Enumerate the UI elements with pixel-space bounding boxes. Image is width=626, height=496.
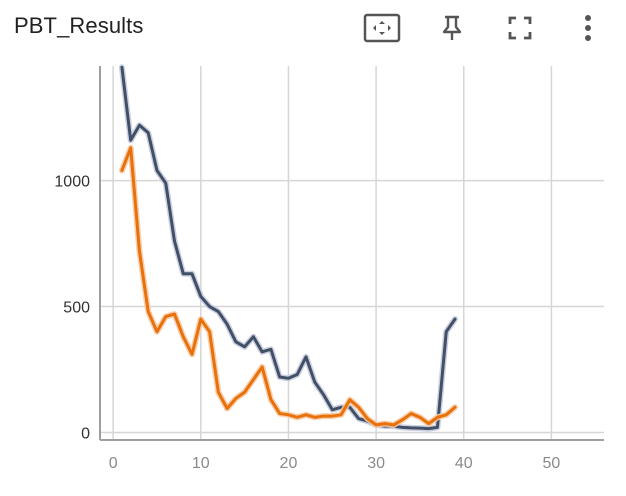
x-tick-label: 20 bbox=[280, 455, 298, 472]
series-lines bbox=[118, 64, 458, 432]
x-tick-label: 40 bbox=[455, 455, 473, 472]
chart-title: PBT_Results bbox=[14, 13, 144, 38]
x-tick-label: 30 bbox=[367, 455, 385, 472]
x-tick-label: 0 bbox=[109, 455, 118, 472]
grid bbox=[100, 66, 604, 440]
x-tick-label: 50 bbox=[543, 455, 561, 472]
fullscreen-button[interactable] bbox=[500, 8, 540, 48]
pin-button[interactable] bbox=[432, 8, 472, 48]
more-options-button[interactable] bbox=[568, 8, 608, 48]
x-tick-label: 10 bbox=[192, 455, 210, 472]
y-tick-label: 500 bbox=[63, 300, 90, 317]
card-header: PBT_Results bbox=[0, 0, 626, 56]
y-tick-label: 1000 bbox=[54, 174, 90, 191]
series-2-line[interactable] bbox=[120, 146, 457, 427]
series-1-line[interactable] bbox=[120, 65, 457, 431]
pin-icon bbox=[442, 15, 462, 40]
fullscreen-icon bbox=[508, 16, 532, 40]
fit-domain-icon bbox=[363, 13, 401, 43]
axes bbox=[99, 66, 604, 441]
fit-domain-button[interactable] bbox=[362, 8, 402, 48]
more-vert-icon bbox=[585, 15, 591, 41]
y-tick-label: 0 bbox=[81, 425, 90, 442]
